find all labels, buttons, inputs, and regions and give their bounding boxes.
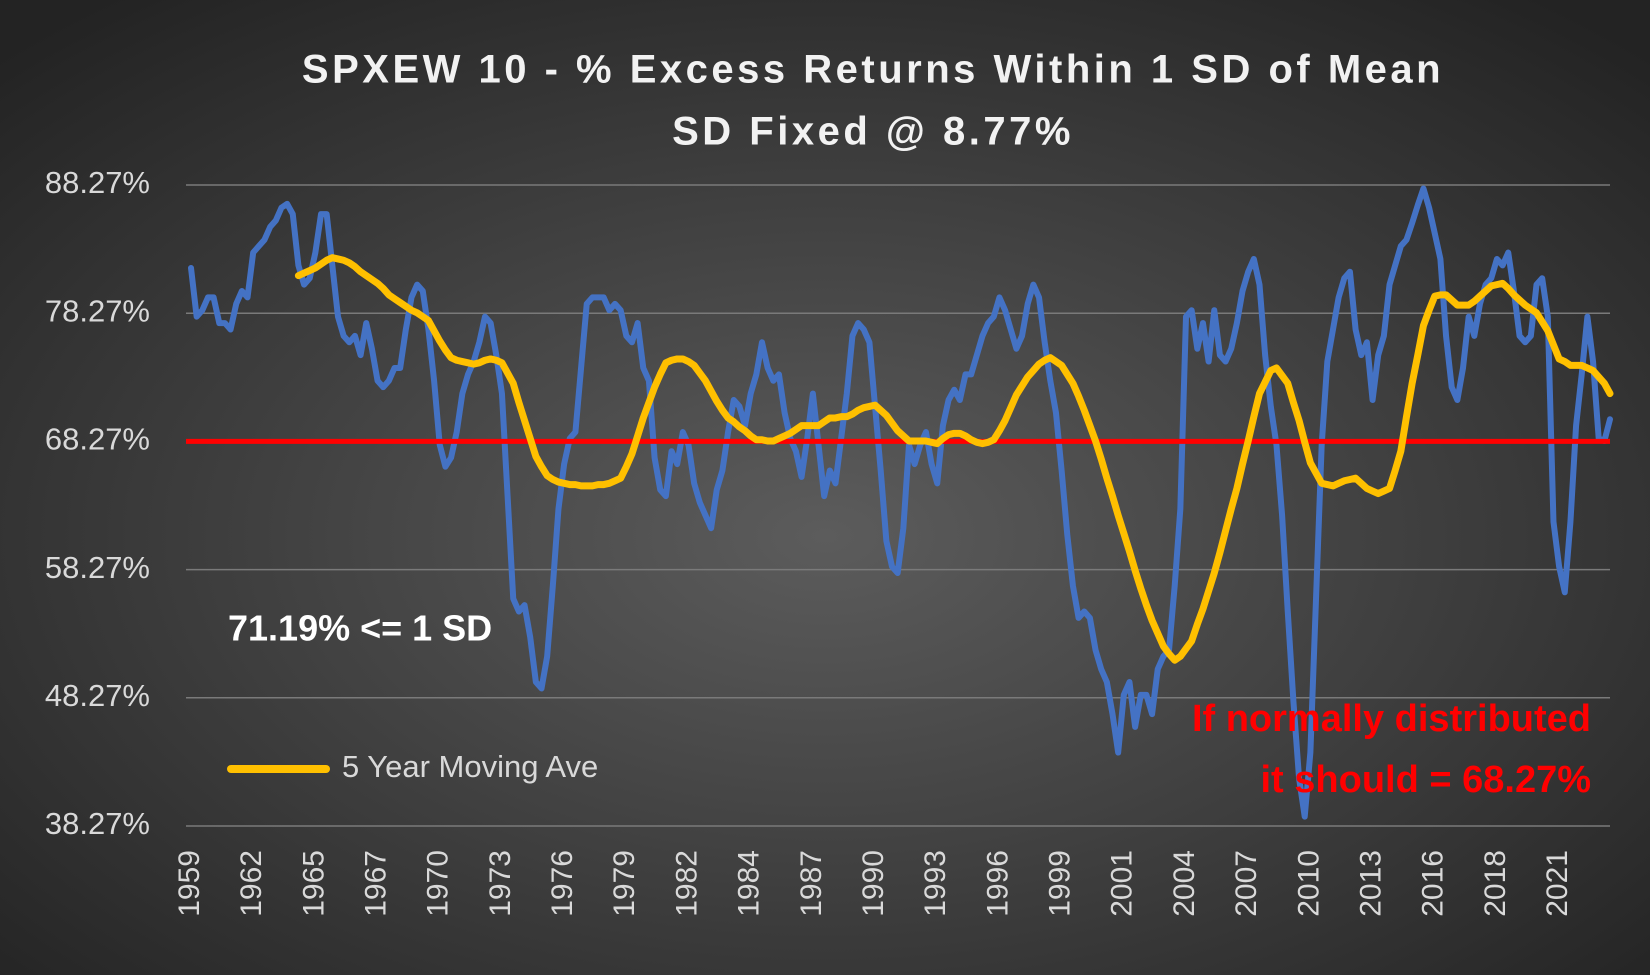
x-tick-label: 1987 xyxy=(795,850,828,917)
x-tick-label: 1984 xyxy=(733,850,766,917)
chart-subtitle: SD Fixed @ 8.77% xyxy=(672,110,1074,154)
annotation: 71.19% <= 1 SD xyxy=(228,608,492,649)
x-tick-label: 1982 xyxy=(670,850,703,917)
x-tick-label: 2021 xyxy=(1541,850,1574,917)
x-tick-label: 2004 xyxy=(1168,850,1201,917)
x-tick-label: 1962 xyxy=(235,850,268,917)
y-tick-label: 88.27% xyxy=(45,165,150,200)
x-tick-label: 1967 xyxy=(359,850,392,917)
x-tick-label: 2010 xyxy=(1292,850,1325,917)
x-tick-label: 1993 xyxy=(919,850,952,917)
annotation: it should = 68.27% xyxy=(1261,759,1592,801)
x-tick-label: 1959 xyxy=(173,850,206,917)
x-tick-label: 1990 xyxy=(857,850,890,917)
x-tick-label: 1996 xyxy=(981,850,1014,917)
x-tick-label: 2013 xyxy=(1354,850,1387,917)
x-tick-label: 1999 xyxy=(1044,850,1077,917)
annotation: If normally distributed xyxy=(1192,698,1591,740)
y-tick-label: 58.27% xyxy=(45,550,150,585)
x-tick-label: 1965 xyxy=(297,850,330,917)
x-tick-label: 2016 xyxy=(1417,850,1450,917)
x-tick-label: 1970 xyxy=(422,850,455,917)
series-line xyxy=(294,254,1614,664)
y-tick-label: 38.27% xyxy=(45,806,150,841)
y-tick-label: 78.27% xyxy=(45,293,150,328)
x-tick-label: 1973 xyxy=(484,850,517,917)
chart-title: SPXEW 10 - % Excess Returns Within 1 SD … xyxy=(302,48,1444,92)
x-tick-label: 2007 xyxy=(1230,850,1263,917)
x-tick-label: 1976 xyxy=(546,850,579,917)
legend-label: 5 Year Moving Ave xyxy=(342,749,598,784)
x-tick-label: 1979 xyxy=(608,850,641,917)
x-tick-label: 2001 xyxy=(1106,850,1139,917)
y-tick-label: 68.27% xyxy=(45,422,150,457)
y-tick-label: 48.27% xyxy=(45,678,150,713)
x-tick-label: 2018 xyxy=(1479,850,1512,917)
